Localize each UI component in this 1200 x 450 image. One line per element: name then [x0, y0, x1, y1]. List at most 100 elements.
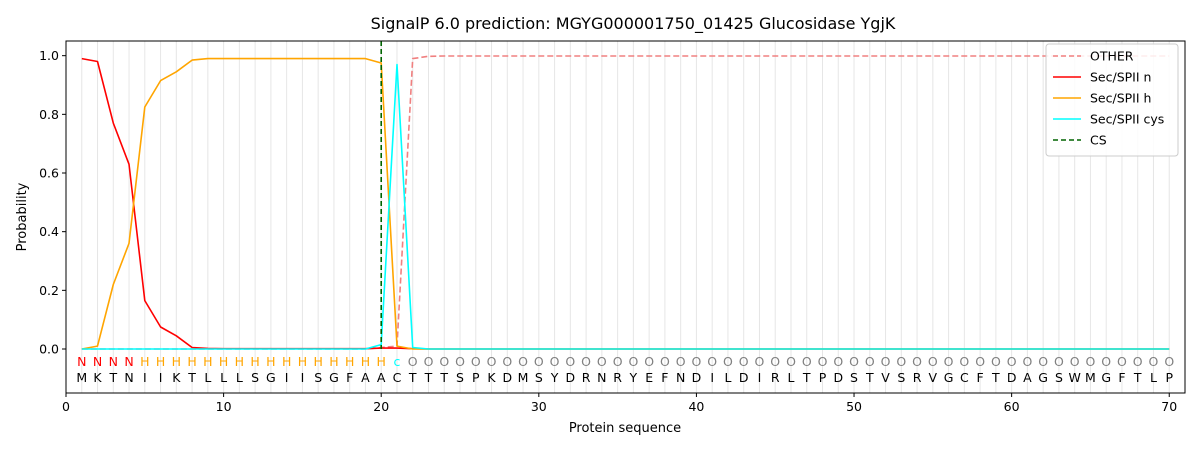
residue-letter: A	[377, 370, 386, 385]
region-label: H	[250, 354, 259, 369]
residue-letter: R	[771, 370, 780, 385]
residue-letter: I	[710, 370, 714, 385]
x-tick-label: 20	[373, 399, 389, 414]
residue-letter: I	[159, 370, 163, 385]
region-label: O	[1101, 354, 1111, 369]
region-label: O	[424, 354, 434, 369]
region-label: O	[849, 354, 859, 369]
residue-letter: N	[124, 370, 133, 385]
y-tick-label: 0.0	[39, 342, 59, 357]
region-label: O	[408, 354, 418, 369]
region-label: H	[282, 354, 291, 369]
residue-letter: S	[850, 370, 858, 385]
region-label: H	[187, 354, 196, 369]
region-label: O	[550, 354, 560, 369]
residue-letter: Y	[550, 370, 559, 385]
residue-letter: S	[1055, 370, 1063, 385]
region-label: O	[628, 354, 638, 369]
region-label: O	[770, 354, 780, 369]
region-label: H	[329, 354, 338, 369]
legend: OTHER Sec/SPII n Sec/SPII h Sec/SPII cys CS	[1045, 43, 1179, 157]
region-label: N	[124, 354, 133, 369]
residue-letter: E	[645, 370, 653, 385]
residue-letter: L	[204, 370, 211, 385]
residue-letter: L	[220, 370, 227, 385]
region-label: O	[613, 354, 623, 369]
residue-letter: L	[788, 370, 795, 385]
residue-letter: G	[1101, 370, 1111, 385]
residue-letter: P	[1165, 370, 1173, 385]
region-label: O	[644, 354, 654, 369]
x-tick-label: 0	[62, 399, 70, 414]
region-label: O	[660, 354, 670, 369]
x-tick-label: 50	[846, 399, 862, 414]
region-label: O	[692, 354, 702, 369]
legend-label-sec-spii-cys: Sec/SPII cys	[1090, 112, 1164, 127]
residue-letter: K	[487, 370, 496, 385]
region-label: O	[502, 354, 512, 369]
region-label: O	[565, 354, 575, 369]
residue-letter: D	[566, 370, 576, 385]
region-label: N	[109, 354, 118, 369]
region-label: O	[597, 354, 607, 369]
residue-letter: V	[929, 370, 938, 385]
region-label: O	[723, 354, 733, 369]
chart-title: SignalP 6.0 prediction: MGYG000001750_01…	[371, 14, 896, 34]
residue-letter: L	[236, 370, 243, 385]
legend-label-sec-spii-h: Sec/SPII h	[1090, 91, 1151, 106]
residue-letter: D	[502, 370, 512, 385]
region-label: O	[818, 354, 828, 369]
region-label: O	[518, 354, 528, 369]
region-label: O	[991, 354, 1001, 369]
region-label: O	[833, 354, 843, 369]
region-label: O	[1133, 354, 1143, 369]
region-label: O	[1054, 354, 1064, 369]
region-label: O	[1070, 354, 1080, 369]
region-label: O	[739, 354, 749, 369]
residue-letter: T	[439, 370, 448, 385]
residue-letter: F	[977, 370, 984, 385]
residue-letter: D	[1007, 370, 1017, 385]
residue-letter: A	[361, 370, 370, 385]
residue-letter: N	[676, 370, 685, 385]
legend-label-other: OTHER	[1090, 49, 1134, 64]
region-label: O	[1086, 354, 1096, 369]
legend-label-sec-spii-n: Sec/SPII n	[1090, 70, 1151, 85]
residue-letter: T	[408, 370, 417, 385]
residue-layer: NMNKNTNNHIHIHKHTHLHLHLHSHGHIHIHSHGHFHAHA…	[76, 354, 1174, 385]
residue-letter: T	[187, 370, 196, 385]
region-label: N	[77, 354, 86, 369]
region-label: H	[156, 354, 165, 369]
residue-letter: K	[93, 370, 102, 385]
region-label: O	[928, 354, 938, 369]
region-label: O	[802, 354, 812, 369]
region-label: O	[581, 354, 591, 369]
region-label: O	[881, 354, 891, 369]
residue-letter: S	[314, 370, 322, 385]
residue-letter: F	[346, 370, 353, 385]
region-label: O	[912, 354, 922, 369]
y-tick-label: 0.8	[39, 107, 59, 122]
region-label: O	[676, 354, 686, 369]
region-label: O	[1038, 354, 1048, 369]
x-tick-label: 60	[1004, 399, 1020, 414]
residue-letter: T	[802, 370, 811, 385]
residue-letter: A	[1023, 370, 1032, 385]
region-label: O	[455, 354, 465, 369]
residue-letter: W	[1068, 370, 1080, 385]
region-label: H	[313, 354, 322, 369]
residue-letter: T	[424, 370, 433, 385]
residue-letter: P	[472, 370, 480, 385]
residue-letter: R	[913, 370, 922, 385]
region-label: H	[219, 354, 228, 369]
legend-label-cs: CS	[1090, 133, 1107, 148]
residue-letter: G	[1038, 370, 1048, 385]
region-label: O	[471, 354, 481, 369]
residue-letter: L	[724, 370, 731, 385]
region-label: O	[1022, 354, 1032, 369]
region-label: H	[140, 354, 149, 369]
region-label: H	[203, 354, 212, 369]
region-label: N	[93, 354, 102, 369]
axis-layer: 0 10 20 30 40 50 60 70 0.0 0.2 0.4 0.6 0.8 1.0	[39, 48, 1177, 414]
region-label: H	[235, 354, 244, 369]
